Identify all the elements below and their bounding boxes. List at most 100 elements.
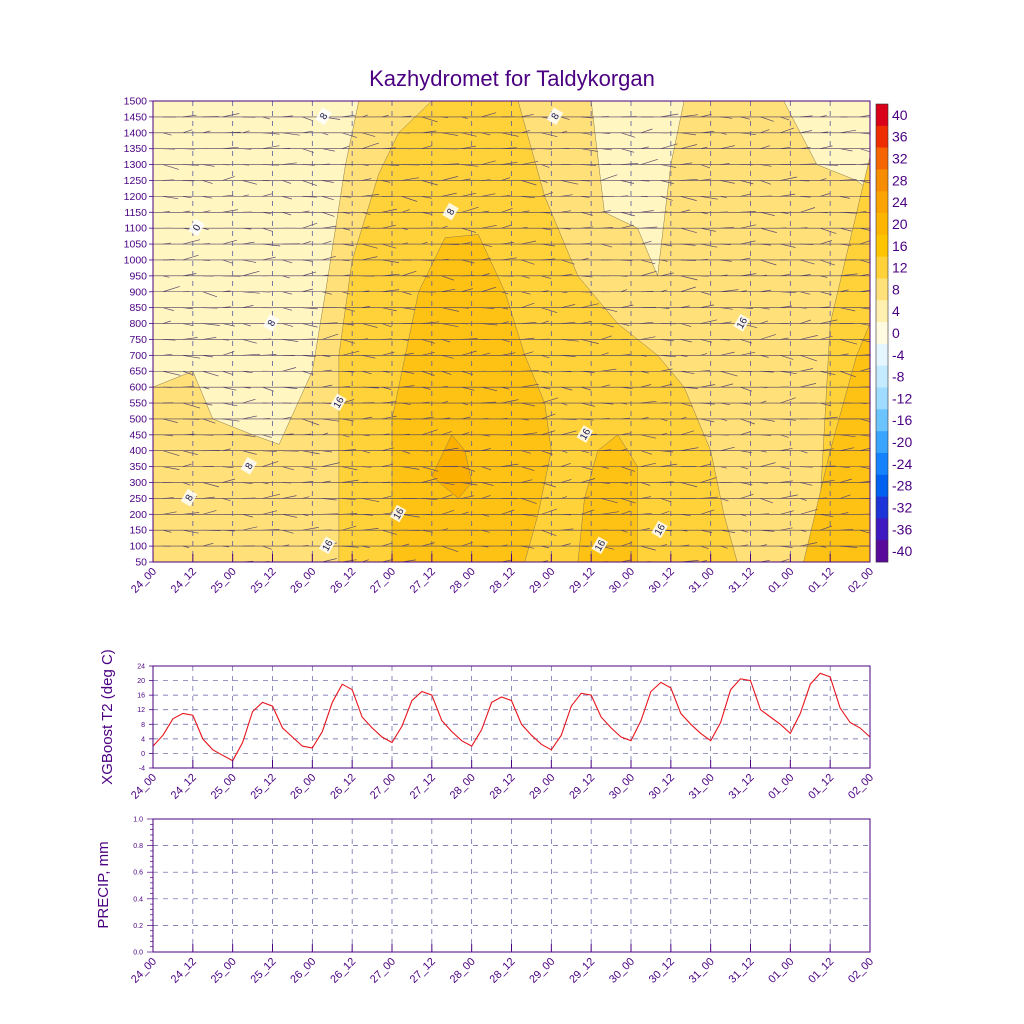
wind-barb — [720, 243, 731, 246]
wind-barb — [620, 132, 636, 138]
wind-barb — [262, 450, 277, 452]
t2-ytick-label: 16 — [137, 693, 145, 700]
wind-barb — [162, 529, 172, 533]
wind-barb — [421, 478, 438, 483]
pressure-tick-label: 1500 — [124, 96, 148, 108]
wind-barb — [680, 370, 695, 375]
wind-barb — [461, 466, 476, 472]
time-tick-label: 25_00 — [209, 566, 239, 596]
t2-time-label: 28_00 — [448, 772, 478, 802]
wind-barb — [521, 466, 535, 471]
wind-barb — [262, 386, 274, 392]
wind-barb — [640, 321, 654, 324]
contour-label: 8 — [180, 488, 198, 507]
wind-barb — [162, 497, 174, 499]
contour-label: 16 — [733, 314, 750, 332]
wind-barb — [342, 307, 355, 312]
wind-barb — [162, 148, 176, 150]
wind-barb — [302, 354, 316, 358]
wind-barb — [222, 290, 231, 293]
wind-barb — [780, 176, 798, 181]
wind-barb — [859, 148, 870, 153]
wind-barb — [342, 466, 358, 471]
wind-barb — [461, 227, 477, 233]
wind-barb — [620, 482, 629, 485]
wind-barb — [521, 259, 535, 265]
wind-barb — [501, 241, 515, 245]
wind-barb — [202, 227, 209, 230]
wind-barb — [840, 211, 858, 214]
wind-barb — [800, 196, 811, 198]
wind-barb — [342, 145, 350, 150]
wind-barb — [282, 367, 297, 372]
wind-barb — [202, 542, 214, 547]
wind-barb — [202, 259, 211, 261]
wind-barb — [441, 494, 453, 499]
wind-barb — [720, 132, 727, 135]
wind-barb — [680, 305, 690, 308]
wind-barb — [700, 370, 711, 372]
wind-barb — [441, 385, 449, 388]
wind-barb — [501, 321, 509, 324]
wind-barb — [182, 148, 195, 150]
precip-time-axis: 24_00 24_12 25_00 25_12 26_00 26_12 27_00 27_12… — [129, 944, 876, 986]
wind-barb — [700, 496, 718, 499]
wind-barb — [421, 196, 432, 199]
wind-barb — [521, 240, 537, 245]
wind-barb — [640, 528, 650, 531]
wind-barb — [840, 339, 858, 345]
wind-barb — [800, 466, 813, 468]
wind-barb — [640, 226, 658, 229]
wind-barb — [302, 433, 312, 436]
wind-barb — [561, 418, 577, 421]
wind-barb — [700, 211, 708, 215]
wind-barb — [521, 370, 539, 372]
wind-barb — [640, 270, 657, 277]
wind-barb — [541, 482, 557, 488]
pressure-tick-label: 350 — [129, 461, 147, 473]
contour-label: 16 — [576, 425, 594, 443]
contour-label-text: 16 — [593, 538, 608, 554]
wind-barb — [481, 448, 491, 452]
wind-barb — [481, 210, 489, 213]
wind-barb — [242, 241, 255, 245]
wind-barb — [262, 211, 272, 215]
pressure-tick-label: 250 — [129, 493, 147, 505]
wind-barb — [740, 513, 747, 517]
wind-barb — [362, 211, 371, 216]
wind-barb — [859, 132, 870, 135]
wind-barb — [621, 275, 628, 277]
wind-barb — [282, 132, 300, 136]
wind-barb — [182, 386, 195, 388]
contour-label: 16 — [651, 520, 668, 539]
wind-barb — [840, 512, 849, 515]
wind-barb — [162, 434, 174, 437]
wind-barb — [541, 497, 549, 499]
colorbar-label: 12 — [892, 260, 908, 276]
wind-barb — [640, 482, 651, 486]
wind-barb — [222, 433, 234, 436]
wind-barb — [581, 196, 590, 198]
wind-barb — [561, 386, 573, 391]
wind-barb — [700, 146, 708, 150]
wind-barb — [242, 482, 253, 485]
wind-barb — [262, 256, 276, 261]
contour-label-bg — [188, 218, 205, 237]
wind-barb — [800, 130, 813, 134]
wind-barb — [222, 370, 233, 375]
wind-barb — [680, 529, 688, 532]
wind-barb — [461, 164, 479, 167]
wind-barb — [461, 145, 476, 150]
wind-barb — [322, 498, 337, 501]
wind-barb — [182, 114, 197, 118]
wind-barb — [162, 164, 179, 170]
wind-barb — [640, 462, 656, 467]
wind-barb — [521, 450, 531, 454]
wind-barb — [362, 178, 372, 181]
t2-ytick-label: -4 — [139, 766, 145, 773]
wind-barb — [700, 339, 712, 343]
wind-barb — [222, 448, 231, 452]
precip-time-label: 31_00 — [687, 956, 717, 986]
wind-barb — [780, 370, 797, 375]
time-tick-label: 28_12 — [488, 566, 518, 596]
